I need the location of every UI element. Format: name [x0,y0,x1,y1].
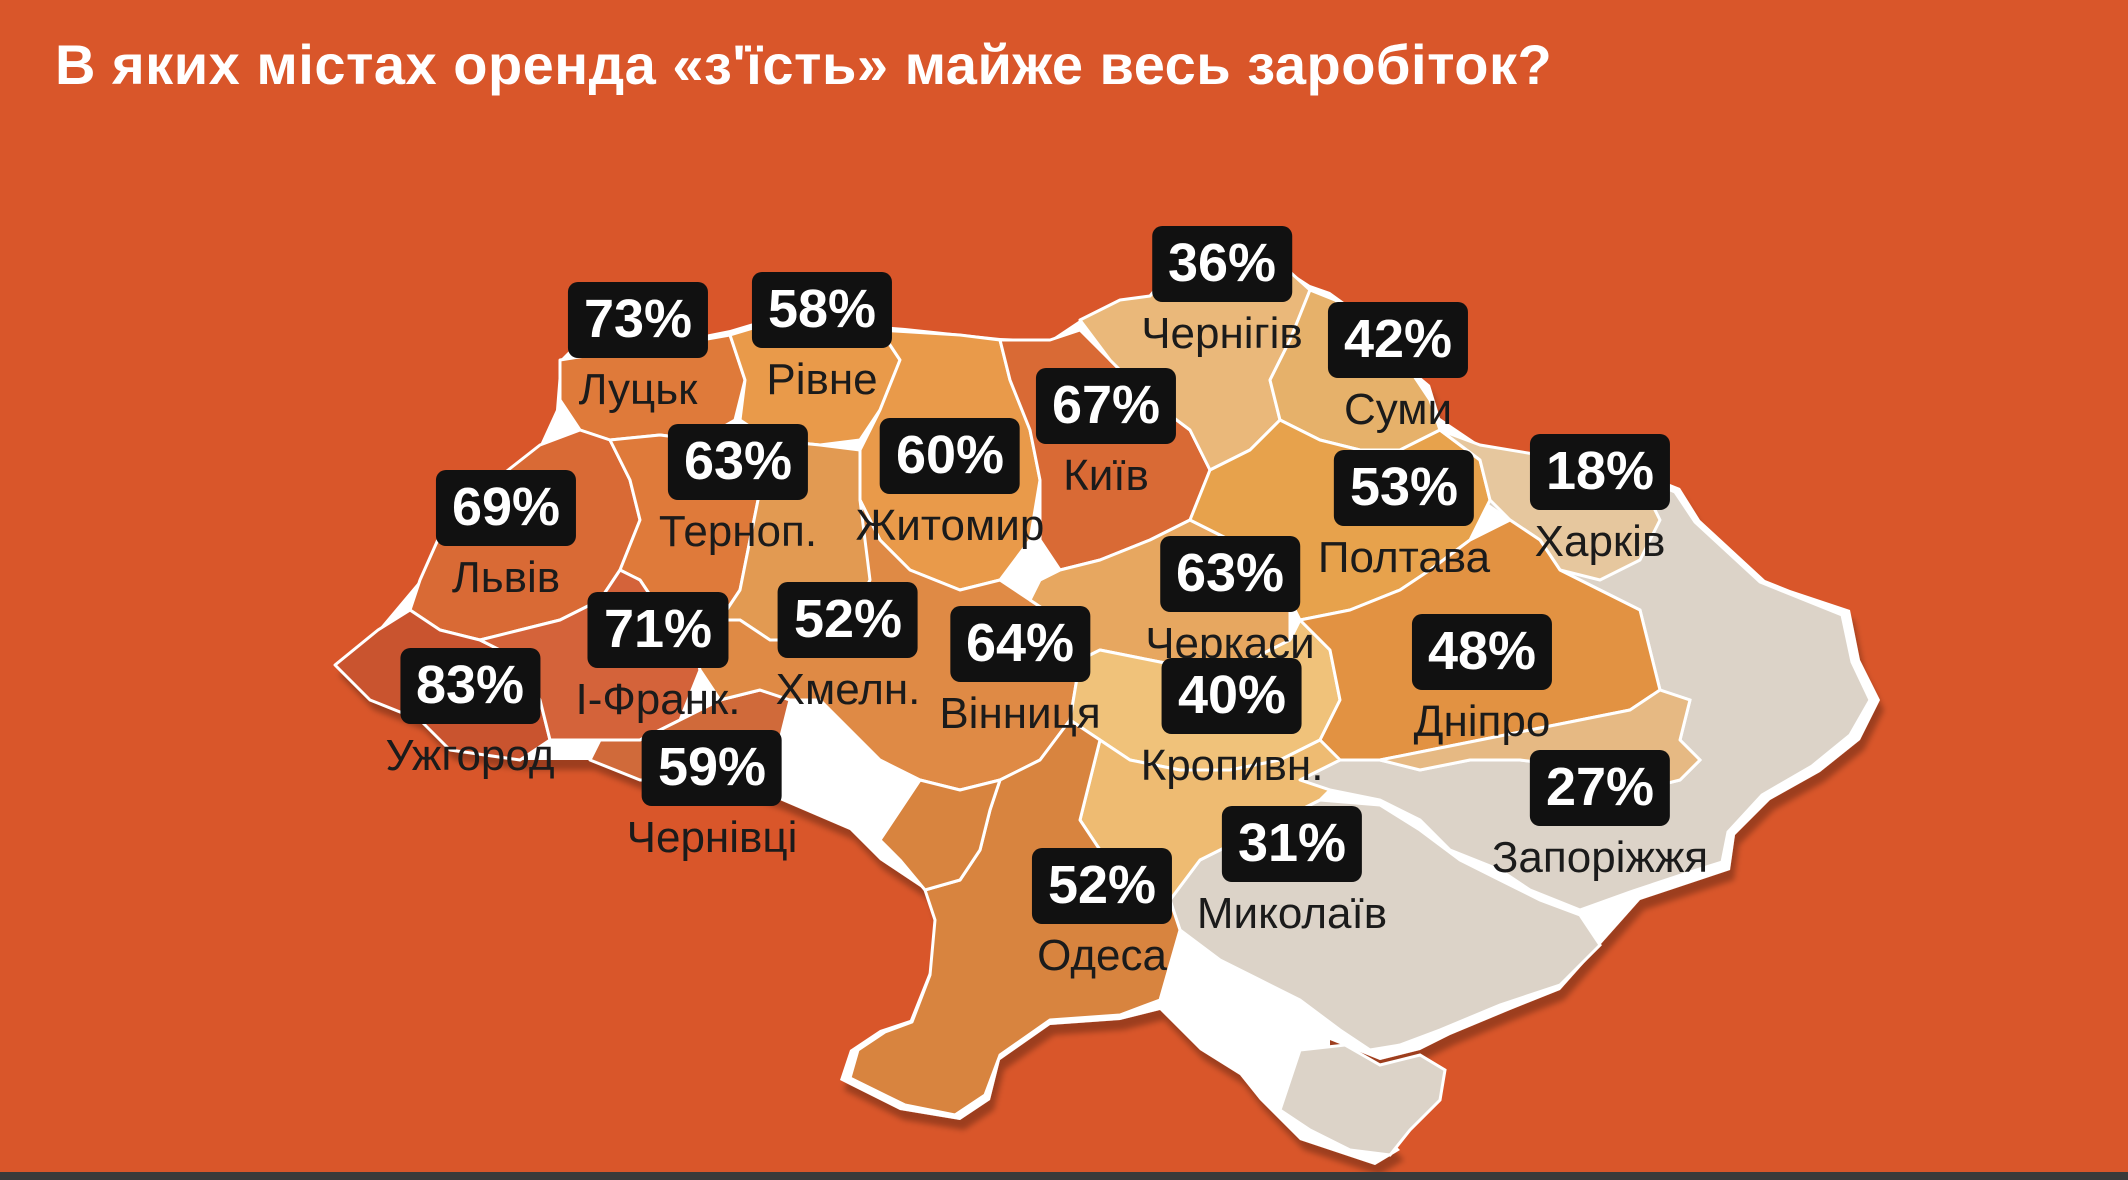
percentage-badge: 83% [399,648,541,724]
city-marker: 53% Полтава [1318,450,1490,580]
city-name-label: Миколаїв [1196,889,1388,938]
percentage-badge: 31% [1221,806,1363,882]
city-name-label: Ужгород [385,731,555,780]
percentage-badge: 18% [1529,434,1671,510]
city-marker: 52% Хмелн. [775,582,921,714]
city-marker: 83% Ужгород [385,648,555,780]
percentage-badge: 42% [1327,302,1469,378]
city-name-label: Харків [1534,517,1666,566]
city-name-label: Кропивн. [1140,741,1324,790]
city-marker: 27% Запоріжжя [1492,750,1708,880]
city-marker: 36% Чернігів [1141,226,1303,356]
percentage-badge: 67% [1035,368,1177,444]
city-name-label: Одеса [1037,931,1167,980]
page-title: В яких містах оренда «з'їсть» майже весь… [55,33,1553,96]
city-marker: 48% Дніпро [1411,614,1553,746]
city-name-label: Чернівці [626,813,798,862]
percentage-badge: 63% [1159,536,1301,612]
city-name-label: Житомир [855,501,1045,550]
city-marker: 60% Житомир [855,418,1045,550]
city-marker: 71% І-Франк. [575,592,741,724]
city-name-label: Чернігів [1141,309,1303,358]
percentage-badge: 52% [1031,848,1173,924]
city-marker: 58% Рівне [751,272,893,404]
city-name-label: Запоріжжя [1491,833,1709,882]
percentage-badge: 58% [751,272,893,348]
city-name-label: Дніпро [1413,697,1551,746]
percentage-badge: 71% [587,592,729,668]
percentage-badge: 53% [1333,450,1475,526]
city-marker: 18% Харків [1529,434,1671,566]
city-marker: 40% Кропивн. [1140,658,1324,790]
percentage-badge: 48% [1411,614,1553,690]
city-name-label: І-Франк. [575,675,741,724]
city-marker: 64% Вінниця [939,606,1101,738]
city-marker: 67% Київ [1035,368,1177,500]
city-name-label: Суми [1343,385,1453,434]
bottom-bar [0,1172,2128,1180]
percentage-badge: 60% [879,418,1021,494]
city-name-label: Київ [1063,451,1149,500]
city-name-label: Луцьк [578,365,698,414]
city-marker: 63% Черкаси [1145,536,1315,666]
city-marker: 63% Тернoп. [659,424,817,554]
city-name-label: Полтава [1317,533,1491,582]
region-odesa-west [878,778,1002,892]
city-name-label: Рівне [766,355,878,404]
percentage-badge: 63% [667,424,809,500]
percentage-badge: 40% [1161,658,1303,734]
city-name-label: Хмелн. [775,665,921,714]
city-marker: 59% Чернівці [626,730,798,862]
percentage-badge: 73% [567,282,709,358]
region-odesa [848,718,1182,1117]
percentage-badge: 69% [435,470,577,546]
city-name-label: Львів [451,553,561,602]
city-marker: 69% Львів [435,470,577,602]
percentage-badge: 52% [777,582,919,658]
city-marker: 31% Миколаїв [1197,806,1387,936]
city-marker: 73% Луцьк [567,282,709,414]
percentage-badge: 64% [949,606,1091,682]
percentage-badge: 27% [1529,750,1671,826]
city-name-label: Тернoп. [658,507,818,556]
percentage-badge: 59% [641,730,783,806]
city-name-label: Вінниця [939,689,1101,738]
city-marker: 52% Одеса [1031,848,1173,980]
city-marker: 42% Суми [1327,302,1469,434]
percentage-badge: 36% [1151,226,1293,302]
